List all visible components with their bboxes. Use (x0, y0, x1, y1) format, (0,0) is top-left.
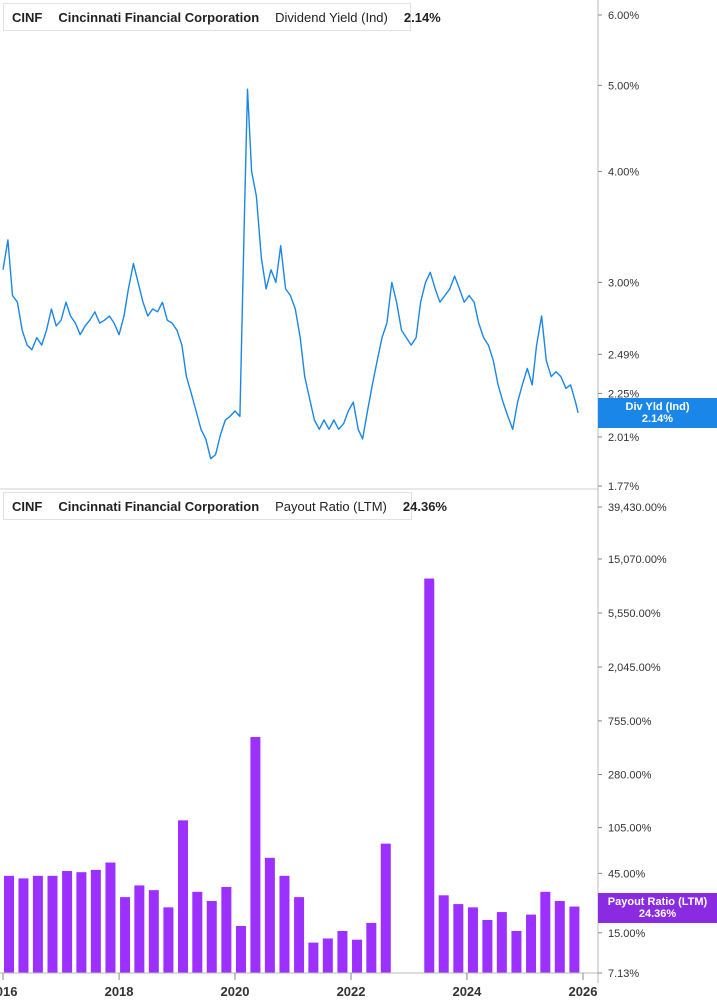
dividend-yield-plot (2, 88, 579, 460)
payout-ratio-bar (366, 922, 377, 973)
payout-ratio-bar (178, 820, 189, 973)
payout-ratio-bar (32, 875, 43, 973)
payout-ratio-bar (453, 904, 464, 973)
payout-ratio-bar (120, 897, 131, 973)
bottom-legend: CINF Cincinnati Financial Corporation Pa… (3, 492, 447, 520)
bottom-y-tick-label: 15,070.00% (608, 554, 667, 566)
bottom-tag-value: 24.36% (638, 908, 677, 920)
payout-ratio-bar (337, 931, 348, 973)
payout-ratio-bar (352, 939, 363, 973)
payout-ratio-bar (540, 891, 551, 973)
bottom-y-tick-label: 45.00% (608, 868, 646, 880)
top-legend-metric: Dividend Yield (Ind) (275, 9, 388, 25)
payout-ratio-bar (4, 875, 14, 973)
payout-ratio-bar (380, 843, 391, 973)
top-y-tick-label: 3.00% (608, 277, 639, 289)
payout-ratio-bar (221, 886, 232, 973)
top-y-tick-label: 1.77% (608, 481, 639, 493)
top-y-tick-label: 4.00% (608, 166, 639, 178)
bottom-last-value-tag: Payout Ratio (LTM) 24.36% (598, 893, 717, 923)
bottom-y-tick-label: 105.00% (608, 823, 652, 835)
payout-ratio-bar (279, 875, 290, 973)
payout-ratio-bar (482, 920, 493, 973)
top-legend-company: Cincinnati Financial Corporation (58, 9, 260, 25)
bottom-y-tick-label: 2,045.00% (608, 662, 661, 674)
payout-ratio-bar (250, 737, 261, 973)
top-y-tick-label: 5.00% (608, 80, 639, 92)
payout-ratio-bar (294, 897, 305, 973)
payout-ratio-bar (424, 578, 435, 973)
bottom-legend-metric: Payout Ratio (LTM) (275, 498, 387, 514)
payout-ratio-bar (134, 885, 145, 973)
bottom-y-tick-label: 280.00% (608, 770, 652, 782)
x-tick-label: 2022 (337, 984, 366, 999)
bottom-y-tick-label: 15.00% (608, 928, 646, 940)
x-tick-label: 2024 (452, 984, 482, 999)
payout-ratio-bar (526, 914, 537, 973)
top-y-tick-label: 2.01% (608, 432, 639, 444)
payout-ratio-bar (76, 872, 87, 973)
payout-ratio-bar (105, 862, 116, 973)
bottom-y-tick-label: 7.13% (608, 968, 639, 980)
payout-ratio-plot (4, 578, 580, 973)
payout-ratio-bar (569, 906, 580, 973)
top-legend-ticker: CINF (12, 9, 43, 25)
bottom-y-tick-label: 39,430.00% (608, 502, 667, 514)
top-legend: CINF Cincinnati Financial Corporation Di… (3, 3, 441, 31)
x-tick-label: 2016 (0, 984, 17, 999)
x-tick-label: 2018 (105, 984, 134, 999)
top-last-value-tag: Div Yld (Ind) 2.14% (598, 398, 717, 428)
payout-ratio-bar (47, 875, 58, 973)
payout-ratio-bar (554, 901, 565, 973)
payout-ratio-bar (308, 942, 319, 973)
bottom-legend-value: 24.36% (402, 498, 447, 514)
top-y-tick-label: 6.00% (608, 10, 639, 22)
bottom-tag-label: Payout Ratio (LTM) (607, 896, 708, 908)
payout-ratio-bar (322, 938, 333, 973)
top-y-tick-label: 2.49% (608, 349, 639, 361)
x-tick-label: 2026 (569, 984, 598, 999)
x-tick-label: 2020 (221, 984, 250, 999)
payout-ratio-bar (496, 912, 507, 973)
payout-ratio-bar (511, 931, 522, 973)
axes: 6.00% 5.00% 4.00% 3.00% 2.49% 2.25% 2.01% 1.77%… (0, 0, 667, 999)
payout-ratio-bar (206, 901, 217, 973)
payout-ratio-bar (163, 907, 174, 973)
payout-ratio-bar (438, 895, 449, 973)
payout-ratio-bar (467, 907, 478, 973)
payout-ratio-bar (192, 891, 203, 973)
top-y-tick-label: 2.25% (608, 388, 639, 400)
payout-ratio-bar (90, 869, 101, 973)
payout-ratio-bar (18, 878, 29, 973)
bottom-legend-ticker: CINF (12, 498, 43, 514)
bottom-legend-company: Cincinnati Financial Corporation (58, 498, 260, 514)
bottom-y-tick-label: 755.00% (608, 716, 652, 728)
payout-ratio-bar (62, 871, 73, 973)
payout-ratio-bar (235, 926, 246, 973)
payout-ratio-bar (264, 857, 275, 973)
dividend-yield-line (2, 88, 579, 460)
top-legend-value: 2.14% (403, 9, 441, 25)
top-tag-label: Div Yld (Ind) (625, 401, 690, 413)
payout-ratio-bar (148, 890, 159, 973)
bottom-y-tick-label: 5,550.00% (608, 608, 661, 620)
top-tag-value: 2.14% (641, 413, 674, 425)
